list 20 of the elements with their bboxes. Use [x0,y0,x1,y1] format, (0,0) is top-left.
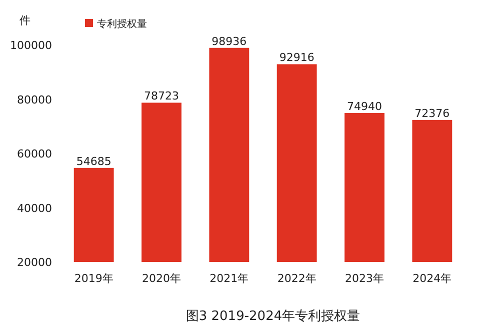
x-tick-label: 2021年 [210,272,249,285]
text: 图3 2019-2024年专利授权量 [186,309,360,324]
y-tick-label: 100000 [10,39,52,52]
y-tick-label: 60000 [17,148,52,160]
data-label: 72376 [414,106,450,120]
y-axis-title: 件 [20,14,30,27]
data-label: 54685 [76,154,112,168]
data-label: 74940 [347,100,382,113]
x-tick-label: 2022年 [277,272,316,285]
data-label: 98936 [212,34,247,48]
x-tick-label: 2020年 [142,272,181,285]
x-tick-label: 2024年 [412,272,452,285]
legend-label: 专利授权量 [97,18,147,30]
data-label: 78723 [144,90,179,103]
data-label: 92916 [279,51,314,64]
y-tick-label: 20000 [17,256,52,269]
x-tick-label: 2019年 [74,272,114,285]
y-tick-label: 80000 [17,93,52,106]
y-tick-label: 40000 [17,202,52,215]
x-tick-label: 2023年 [345,272,384,285]
